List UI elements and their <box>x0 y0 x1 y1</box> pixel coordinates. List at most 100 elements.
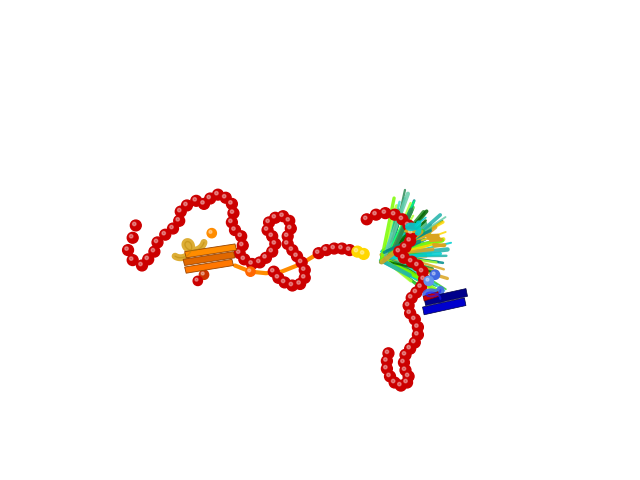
Circle shape <box>292 251 303 262</box>
Circle shape <box>389 377 400 388</box>
Circle shape <box>287 225 291 229</box>
Circle shape <box>424 276 433 286</box>
Circle shape <box>419 268 423 272</box>
Circle shape <box>402 377 412 388</box>
Circle shape <box>209 230 212 233</box>
Circle shape <box>278 211 289 222</box>
Circle shape <box>176 217 179 221</box>
Circle shape <box>297 281 300 284</box>
Circle shape <box>286 217 289 221</box>
Circle shape <box>339 245 342 249</box>
Polygon shape <box>423 292 439 301</box>
Circle shape <box>284 240 288 244</box>
Circle shape <box>421 276 424 279</box>
Circle shape <box>344 245 355 255</box>
Circle shape <box>419 274 429 285</box>
Circle shape <box>248 269 251 272</box>
Circle shape <box>415 332 418 335</box>
Circle shape <box>300 265 310 276</box>
Circle shape <box>289 282 292 286</box>
Circle shape <box>412 322 423 333</box>
Circle shape <box>262 225 273 236</box>
Circle shape <box>151 249 155 252</box>
Circle shape <box>418 284 421 287</box>
Circle shape <box>177 208 181 212</box>
Circle shape <box>411 287 422 298</box>
Circle shape <box>432 272 435 275</box>
Circle shape <box>205 193 216 204</box>
Circle shape <box>410 314 420 325</box>
Circle shape <box>267 231 278 241</box>
Circle shape <box>404 308 415 319</box>
Circle shape <box>234 248 245 259</box>
Circle shape <box>405 222 409 226</box>
Circle shape <box>426 278 429 281</box>
Circle shape <box>413 289 417 293</box>
Circle shape <box>267 246 278 257</box>
Circle shape <box>316 250 319 253</box>
Circle shape <box>136 260 147 271</box>
Circle shape <box>412 329 423 340</box>
Circle shape <box>403 367 406 371</box>
Circle shape <box>228 201 232 204</box>
Circle shape <box>287 245 298 255</box>
Circle shape <box>249 261 252 264</box>
Circle shape <box>268 266 279 277</box>
Circle shape <box>381 356 392 366</box>
Circle shape <box>260 252 271 263</box>
Circle shape <box>131 220 141 231</box>
Circle shape <box>406 256 417 267</box>
Circle shape <box>273 273 284 283</box>
Polygon shape <box>422 298 466 315</box>
Circle shape <box>380 208 391 218</box>
Circle shape <box>284 216 294 226</box>
Circle shape <box>154 239 157 242</box>
Polygon shape <box>184 259 234 273</box>
Circle shape <box>397 383 401 386</box>
Circle shape <box>381 363 392 374</box>
Circle shape <box>201 201 204 204</box>
Circle shape <box>354 249 358 252</box>
Circle shape <box>270 212 281 223</box>
Circle shape <box>168 223 179 234</box>
Circle shape <box>220 192 231 203</box>
Circle shape <box>145 256 148 260</box>
Circle shape <box>162 231 166 235</box>
Circle shape <box>392 212 395 215</box>
Circle shape <box>372 212 376 215</box>
Circle shape <box>430 270 440 279</box>
Circle shape <box>406 228 417 239</box>
Circle shape <box>399 357 410 368</box>
Circle shape <box>313 248 324 259</box>
Circle shape <box>227 217 237 228</box>
Circle shape <box>228 208 239 218</box>
Circle shape <box>407 238 410 241</box>
Circle shape <box>358 249 369 259</box>
Circle shape <box>275 275 278 278</box>
Circle shape <box>401 254 404 258</box>
Circle shape <box>394 246 404 257</box>
Circle shape <box>300 273 310 283</box>
Circle shape <box>184 202 187 205</box>
Circle shape <box>383 365 387 369</box>
Circle shape <box>125 247 128 250</box>
Circle shape <box>385 371 396 382</box>
Circle shape <box>143 254 154 265</box>
Circle shape <box>371 209 381 220</box>
Circle shape <box>404 343 415 354</box>
Circle shape <box>406 292 417 303</box>
Circle shape <box>270 239 281 249</box>
Circle shape <box>198 199 209 209</box>
Circle shape <box>362 214 372 225</box>
Polygon shape <box>183 252 235 265</box>
Circle shape <box>389 209 400 220</box>
Circle shape <box>383 358 387 361</box>
Circle shape <box>403 371 414 382</box>
Circle shape <box>129 257 133 260</box>
Circle shape <box>236 250 240 253</box>
Circle shape <box>396 249 399 252</box>
Polygon shape <box>184 244 237 258</box>
Circle shape <box>127 255 138 265</box>
Circle shape <box>404 379 407 383</box>
Circle shape <box>401 360 404 363</box>
